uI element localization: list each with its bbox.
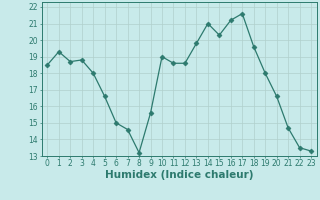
X-axis label: Humidex (Indice chaleur): Humidex (Indice chaleur) [105,170,253,180]
